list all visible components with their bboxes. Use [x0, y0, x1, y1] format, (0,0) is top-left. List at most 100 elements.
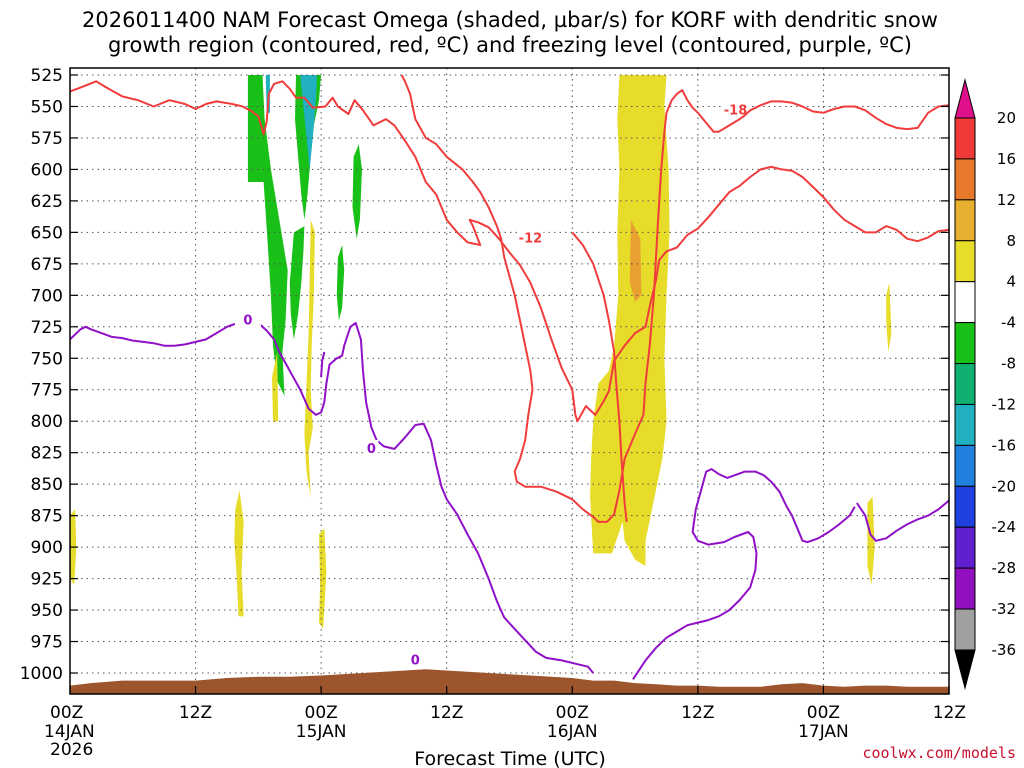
y-tick-label-800: 800: [31, 412, 63, 432]
colorbar-box-6: [954, 363, 976, 405]
y-tick-label-1000: 1000: [20, 664, 63, 684]
purple-contour-label-bg-0: [234, 311, 261, 328]
colorbar-label-9: -20: [992, 477, 1017, 495]
omega-region-12: [590, 75, 670, 566]
colorbar-label-6: -8: [1001, 355, 1016, 373]
omega-region-14: [867, 496, 875, 585]
y-tick-label-775: 775: [31, 381, 63, 401]
freezing-level-contours: 0 0 0: [69, 311, 950, 680]
y-tick-label-625: 625: [31, 192, 63, 212]
colorbar-box-11: [954, 567, 976, 610]
x-axis-label: Forecast Time (UTC): [414, 748, 605, 768]
x-tick-label-0: 00Z: [50, 703, 83, 723]
colorbar-box-8: [954, 444, 976, 487]
red-contour-line-0: [69, 80, 950, 423]
colorbar-box-0: [954, 117, 976, 160]
y-tick-label-575: 575: [31, 129, 63, 149]
purple-contour-line-1: [320, 351, 326, 378]
colorbar-box-9: [954, 485, 976, 528]
y-axis: 525 550 575 600 625 650 675 700 725 750 775 800 825 8…: [20, 66, 949, 684]
y-tick-label-725: 725: [31, 318, 63, 338]
purple-contour-label-0: 0: [243, 313, 252, 328]
y-tick-label-975: 975: [31, 633, 63, 653]
x-tick-label-84: 12Z: [933, 703, 966, 723]
omega-region-9: [272, 352, 279, 422]
red-contour-label-0: -18: [724, 103, 748, 118]
omega-region-15: [629, 219, 642, 302]
chart-title-line1: 2026011400 NAM Forecast Omega (shaded, µ…: [82, 8, 938, 32]
dendritic-growth-contours: -18 -12: [69, 74, 950, 523]
colorbar: 20 16 12 8 4 -4 -8 -12 -16 -20 -24 -28 -32 -36: [954, 78, 1017, 690]
omega-region-13: [886, 282, 892, 352]
y-tick-label-650: 650: [31, 223, 63, 243]
colorbar-label-10: -24: [992, 518, 1017, 536]
colorbar-box-12: [954, 608, 976, 651]
x-tick-date-72: 17JAN: [798, 722, 849, 742]
x-tick-label-24: 00Z: [305, 703, 338, 723]
purple-zero-label-0: 0: [367, 442, 376, 457]
red-contour-label-bg-0: [722, 101, 749, 118]
colorbar-label-4: 4: [1006, 273, 1016, 291]
credit-text: coolwx.com/models: [862, 744, 1016, 762]
y-tick-label-675: 675: [31, 255, 63, 275]
y-tick-label-750: 750: [31, 349, 63, 369]
colorbar-label-11: -28: [992, 559, 1017, 577]
x-tick-label-12: 12Z: [179, 703, 212, 723]
purple-zero-label-bg-1: [408, 651, 423, 668]
chart-title-line2: growth region (contoured, red, ºC) and f…: [108, 33, 912, 57]
colorbar-bottom-triangle: [954, 649, 976, 690]
y-tick-label-600: 600: [31, 160, 63, 180]
colorbar-box-7: [954, 403, 976, 446]
x-tick-date-48: 16JAN: [547, 722, 598, 742]
omega-shading: [70, 75, 892, 629]
colorbar-box-10: [954, 526, 976, 569]
red-contour-label-bg-1: [517, 229, 544, 246]
colorbar-label-5: -4: [1001, 314, 1016, 332]
purple-zero-label-1: 0: [411, 653, 420, 668]
colorbar-label-1: 16: [997, 150, 1016, 168]
omega-region-4: [352, 144, 362, 239]
colorbar-box-4: [954, 281, 976, 324]
omega-region-10: [304, 219, 315, 497]
grid-lines: [69, 68, 950, 694]
x-tick-label-60: 12Z: [681, 703, 714, 723]
colorbar-box-1: [954, 158, 976, 201]
colorbar-box-5: [954, 322, 976, 365]
y-tick-label-850: 850: [31, 475, 63, 495]
colorbar-label-0: 20: [997, 109, 1016, 127]
omega-region-2: [289, 226, 305, 340]
y-tick-label-900: 900: [31, 538, 63, 558]
purple-zero-label-bg-0: [364, 439, 379, 456]
plot-area: -18 -12 0 0 0: [69, 67, 950, 695]
colorbar-label-3: 8: [1006, 232, 1016, 250]
colorbar-box-3: [954, 240, 976, 283]
colorbar-label-12: -32: [992, 600, 1017, 618]
y-tick-label-825: 825: [31, 444, 63, 464]
colorbar-label-7: -12: [992, 395, 1017, 413]
omega-region-0: [247, 75, 288, 396]
omega-region-8: [234, 490, 244, 617]
colorbar-box-2: [954, 199, 976, 242]
x-tick-label-36: 12Z: [430, 703, 463, 723]
terrain: [70, 669, 949, 694]
red-contour-line-2: [571, 231, 628, 523]
y-tick-label-550: 550: [31, 97, 63, 117]
purple-contour-line-2: [632, 468, 856, 680]
colorbar-label-13: -36: [992, 641, 1017, 659]
terrain-fill: [70, 669, 949, 694]
purple-contour-line-0: [69, 319, 594, 674]
y-tick-label-700: 700: [31, 286, 63, 306]
y-tick-label-950: 950: [31, 601, 63, 621]
y-tick-label-875: 875: [31, 507, 63, 527]
purple-contour-line-3: [856, 499, 950, 542]
red-contour-label-1: -12: [519, 232, 543, 247]
colorbar-label-2: 12: [997, 191, 1016, 209]
colorbar-label-8: -16: [992, 436, 1017, 454]
x-tick-date-0: 14JAN: [44, 722, 95, 742]
x-tick-year-0: 2026: [50, 740, 93, 760]
x-tick-date-24: 15JAN: [296, 722, 347, 742]
red-contour-line-1: [400, 74, 950, 523]
y-tick-label-925: 925: [31, 570, 63, 590]
y-tick-label-525: 525: [31, 66, 63, 86]
